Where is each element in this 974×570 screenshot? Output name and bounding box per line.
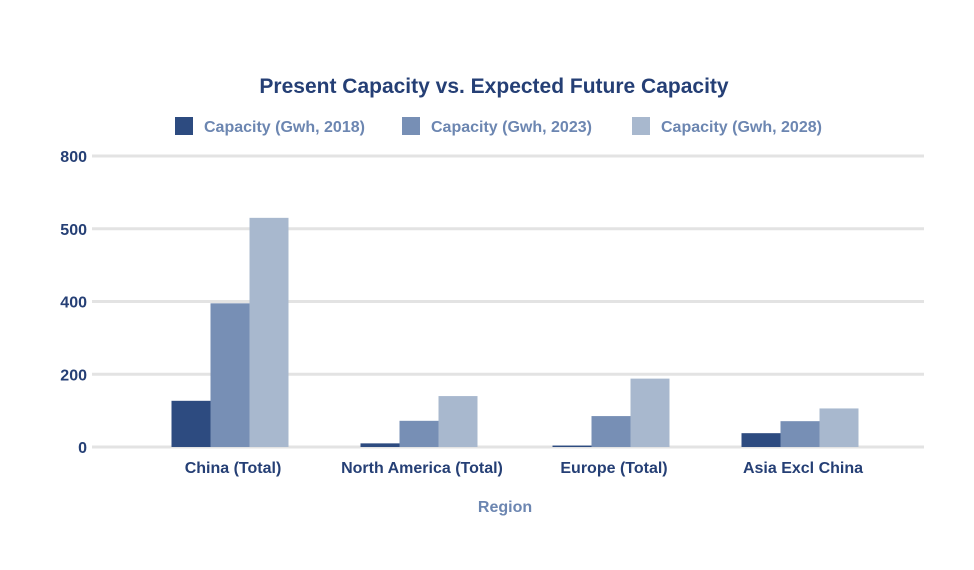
x-category-label: Europe (Total) <box>560 460 667 477</box>
bar <box>780 421 820 447</box>
y-tick-label: 0 <box>78 440 87 457</box>
x-category-label: China (Total) <box>185 460 282 477</box>
legend-swatch-2023 <box>402 117 420 135</box>
x-axis-title: Region <box>478 499 532 516</box>
y-axis-ticks: 0 200 400 500 800 <box>60 149 87 457</box>
legend-label-2028: Capacity (Gwh, 2028) <box>661 119 822 136</box>
chart-title: Present Capacity vs. Expected Future Cap… <box>259 75 728 98</box>
legend: Capacity (Gwh, 2018) Capacity (Gwh, 2023… <box>175 117 822 136</box>
bar <box>552 445 592 447</box>
bar <box>360 443 400 447</box>
bar <box>399 420 439 447</box>
bar <box>210 303 250 447</box>
bar <box>819 408 859 447</box>
y-tick-label: 200 <box>60 367 87 384</box>
legend-swatch-2028 <box>632 117 650 135</box>
bar <box>171 400 211 447</box>
x-axis-categories: China (Total) North America (Total) Europe… <box>185 460 863 477</box>
bar <box>591 416 631 447</box>
bar <box>438 396 478 447</box>
y-tick-label: 400 <box>60 295 87 312</box>
legend-label-2023: Capacity (Gwh, 2023) <box>431 119 592 136</box>
bar <box>741 433 781 447</box>
bar <box>630 378 670 447</box>
bars <box>171 217 859 447</box>
bar <box>249 217 289 447</box>
legend-swatch-2018 <box>175 117 193 135</box>
x-category-label: North America (Total) <box>341 460 503 477</box>
y-tick-label: 800 <box>60 149 87 166</box>
y-tick-label: 500 <box>60 222 87 239</box>
x-category-label: Asia Excl China <box>743 460 863 477</box>
legend-label-2018: Capacity (Gwh, 2018) <box>204 119 365 136</box>
